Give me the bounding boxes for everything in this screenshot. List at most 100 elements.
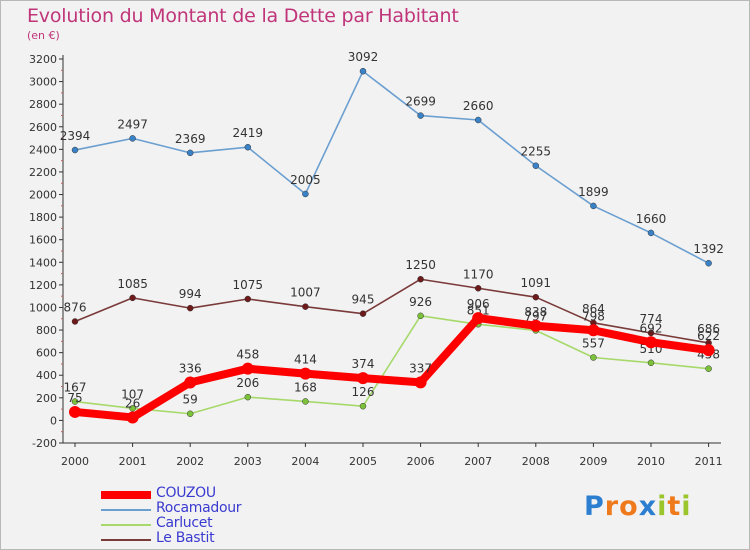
- data-point-le-bastit: [359, 310, 367, 317]
- data-point-rocamadour: [129, 135, 136, 142]
- y-tick-label: 2400: [29, 143, 57, 156]
- y-tick-label: 0: [50, 414, 57, 427]
- x-tick-label: 2000: [61, 455, 89, 468]
- data-label-le-bastit: 774: [640, 312, 663, 326]
- data-point-couzou: [529, 319, 542, 332]
- legend-label-le-bastit: Le Bastit: [156, 530, 215, 546]
- data-label-rocamadour: 2699: [405, 95, 436, 109]
- series-line-rocamadour: [74, 70, 710, 264]
- x-tick-label: 2011: [695, 455, 723, 468]
- data-point-carlucet: [417, 312, 424, 320]
- data-label-rocamadour: 1660: [636, 212, 667, 226]
- data-point-carlucet: [71, 398, 79, 405]
- data-label-le-bastit: 876: [64, 300, 87, 314]
- chart-title: Evolution du Montant de la Dette par Hab…: [27, 5, 459, 27]
- data-label-le-bastit: 1250: [405, 258, 436, 272]
- data-label-carlucet: 168: [294, 380, 317, 394]
- legend-label-couzou: COUZOU: [156, 485, 216, 501]
- series-line-couzou: [71, 314, 713, 422]
- logo-letter: o: [619, 491, 639, 522]
- x-tick-label: 2005: [349, 455, 377, 468]
- data-label-le-bastit: 994: [179, 287, 202, 301]
- data-label-carlucet: 797: [524, 309, 547, 323]
- data-label-rocamadour: 2005: [290, 173, 321, 187]
- data-point-rocamadour: [186, 149, 194, 157]
- proxiti-logo: Proxiti: [584, 491, 692, 522]
- x-tick-label: 2006: [407, 455, 435, 468]
- data-point-le-bastit: [647, 329, 655, 337]
- data-point-le-bastit: [302, 303, 309, 310]
- data-point-carlucet: [302, 398, 309, 405]
- legend-label-rocamadour: Rocamadour: [156, 500, 242, 516]
- x-tick-label: 2010: [637, 455, 665, 468]
- y-tick-label: 1000: [29, 301, 57, 314]
- data-point-couzou: [184, 376, 197, 389]
- data-point-rocamadour: [244, 143, 252, 151]
- data-label-rocamadour: 2419: [233, 126, 264, 140]
- logo-letter: P: [584, 491, 605, 522]
- data-point-le-bastit: [474, 285, 482, 292]
- y-tick-label: 3000: [29, 76, 57, 89]
- x-tick-label: 2009: [579, 455, 607, 468]
- legend-swatch-couzou: [101, 491, 151, 499]
- legend-label-carlucet: Carlucet: [156, 515, 213, 531]
- data-point-carlucet: [129, 405, 136, 412]
- data-point-couzou: [69, 405, 81, 418]
- data-label-rocamadour: 2660: [463, 99, 494, 113]
- data-label-rocamadour: 2369: [175, 132, 206, 146]
- data-label-le-bastit: 864: [582, 302, 605, 316]
- logo-letter: t: [667, 491, 682, 522]
- series-line-carlucet: [74, 315, 710, 415]
- data-label-couzou: 414: [294, 353, 317, 367]
- data-label-couzou: 26: [125, 396, 140, 410]
- data-point-le-bastit: [532, 293, 540, 301]
- data-label-couzou: 336: [179, 361, 202, 375]
- y-tick-label: 2200: [29, 166, 57, 179]
- data-point-couzou: [299, 367, 312, 380]
- x-tick-label: 2008: [522, 455, 550, 468]
- x-tick-label: 2004: [291, 455, 319, 468]
- data-point-rocamadour: [474, 116, 482, 124]
- data-point-couzou: [126, 411, 139, 424]
- data-label-rocamadour: 2255: [521, 145, 552, 159]
- y-tick-label: 1400: [29, 256, 57, 269]
- logo-letter: i: [681, 491, 692, 522]
- data-point-le-bastit: [244, 295, 252, 303]
- x-tick-label: 2002: [176, 455, 204, 468]
- data-point-le-bastit: [71, 318, 79, 325]
- data-label-le-bastit: 1075: [233, 278, 264, 292]
- data-label-le-bastit: 1091: [521, 276, 552, 290]
- data-label-couzou: 374: [352, 357, 375, 371]
- data-label-couzou: 838: [524, 305, 547, 319]
- data-point-rocamadour: [590, 202, 597, 210]
- y-tick-label: 400: [36, 369, 57, 382]
- x-tick-label: 2007: [464, 455, 492, 468]
- data-label-couzou: 692: [640, 321, 663, 335]
- data-point-couzou: [414, 376, 427, 389]
- data-label-carlucet: 107: [121, 387, 144, 401]
- data-point-carlucet: [647, 359, 655, 367]
- y-tick-label: 1800: [29, 211, 57, 224]
- y-tick-label: 1600: [29, 234, 57, 247]
- data-label-rocamadour: 2394: [60, 129, 91, 143]
- data-point-couzou: [357, 372, 369, 385]
- data-label-couzou: 458: [236, 348, 259, 362]
- data-point-rocamadour: [532, 162, 540, 169]
- y-tick-label: 600: [36, 347, 57, 360]
- data-label-carlucet: 926: [409, 295, 432, 309]
- data-point-le-bastit: [186, 304, 194, 312]
- data-label-couzou: 798: [582, 309, 605, 323]
- logo-letter: r: [604, 491, 620, 522]
- data-point-rocamadour: [302, 190, 309, 198]
- data-label-rocamadour: 2497: [117, 117, 148, 131]
- data-point-couzou: [702, 344, 715, 357]
- data-label-couzou: 622: [697, 329, 720, 343]
- data-label-carlucet: 59: [183, 393, 198, 407]
- y-tick-label: -200: [32, 437, 57, 450]
- y-tick-label: 2000: [29, 189, 57, 202]
- data-label-le-bastit: 1170: [463, 267, 494, 281]
- data-point-rocamadour: [705, 259, 712, 267]
- data-label-couzou: 75: [67, 391, 82, 405]
- data-point-carlucet: [590, 354, 597, 361]
